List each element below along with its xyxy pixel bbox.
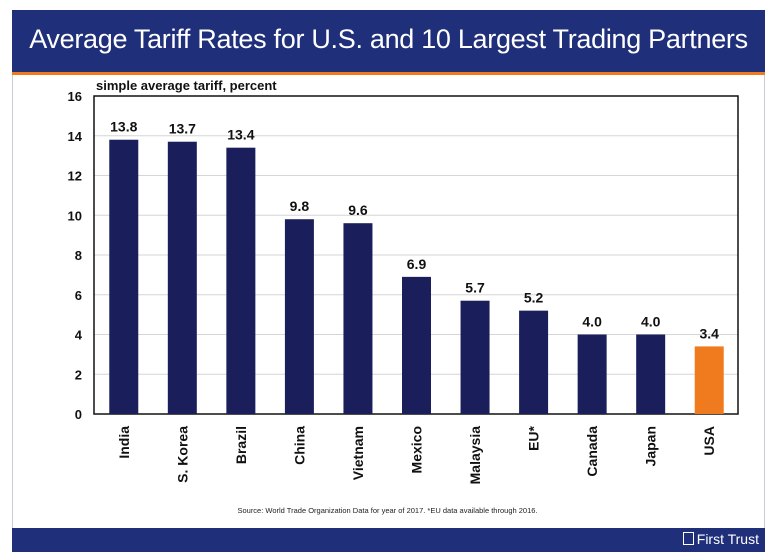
x-tick-label: Malaysia <box>467 426 483 485</box>
data-label: 4.0 <box>641 314 661 330</box>
data-label: 3.4 <box>699 325 719 341</box>
chart-title: Average Tariff Rates for U.S. and 10 Lar… <box>29 24 748 54</box>
brand-name: First Trust <box>696 531 759 547</box>
data-label: 5.2 <box>524 290 544 306</box>
x-tick-label: India <box>116 426 132 459</box>
bar <box>402 276 431 414</box>
data-label: 13.8 <box>110 119 137 135</box>
x-tick-label: S. Korea <box>174 426 190 483</box>
y-tick-label: 0 <box>75 407 82 422</box>
x-tick-label: Brazil <box>233 426 249 464</box>
x-tick-label: USA <box>701 426 717 456</box>
x-tick-label: China <box>291 426 307 465</box>
bar <box>109 139 139 414</box>
bar <box>167 141 197 414</box>
bar <box>519 310 549 414</box>
y-tick-label: 2 <box>75 367 82 382</box>
brand-logo: First Trust <box>682 531 759 547</box>
x-tick-label: Mexico <box>409 426 425 473</box>
x-tick-label: EU* <box>526 425 542 450</box>
data-label: 13.7 <box>169 121 196 137</box>
x-tick-label: Vietnam <box>350 426 366 480</box>
data-label: 5.7 <box>465 280 485 296</box>
data-label: 9.6 <box>348 202 368 218</box>
bar <box>577 334 607 414</box>
bar <box>636 334 666 414</box>
brand-square-icon <box>682 532 694 545</box>
data-label: 4.0 <box>582 314 602 330</box>
data-label: 9.8 <box>290 198 310 214</box>
data-label: 6.9 <box>407 256 427 272</box>
title-bar: Average Tariff Rates for U.S. and 10 Lar… <box>12 10 765 75</box>
y-axis-label: simple average tariff, percent <box>96 78 277 93</box>
y-tick-label: 10 <box>68 208 82 223</box>
bar <box>284 219 314 414</box>
y-tick-label: 4 <box>75 328 83 343</box>
x-tick-label: Canada <box>584 426 600 477</box>
y-tick-label: 6 <box>75 288 82 303</box>
source-note: Source: World Trade Organization Data fo… <box>237 506 538 515</box>
y-tick-label: 16 <box>68 89 82 104</box>
footer-bar: First Trust <box>12 528 765 552</box>
data-label: 13.4 <box>227 127 254 143</box>
y-tick-label: 14 <box>68 129 83 144</box>
bar <box>460 300 490 414</box>
bar <box>343 223 373 414</box>
bar <box>694 346 724 414</box>
y-tick-label: 8 <box>75 248 82 263</box>
y-tick-label: 12 <box>68 169 82 184</box>
x-tick-label: Japan <box>643 426 659 466</box>
bar <box>226 147 256 415</box>
